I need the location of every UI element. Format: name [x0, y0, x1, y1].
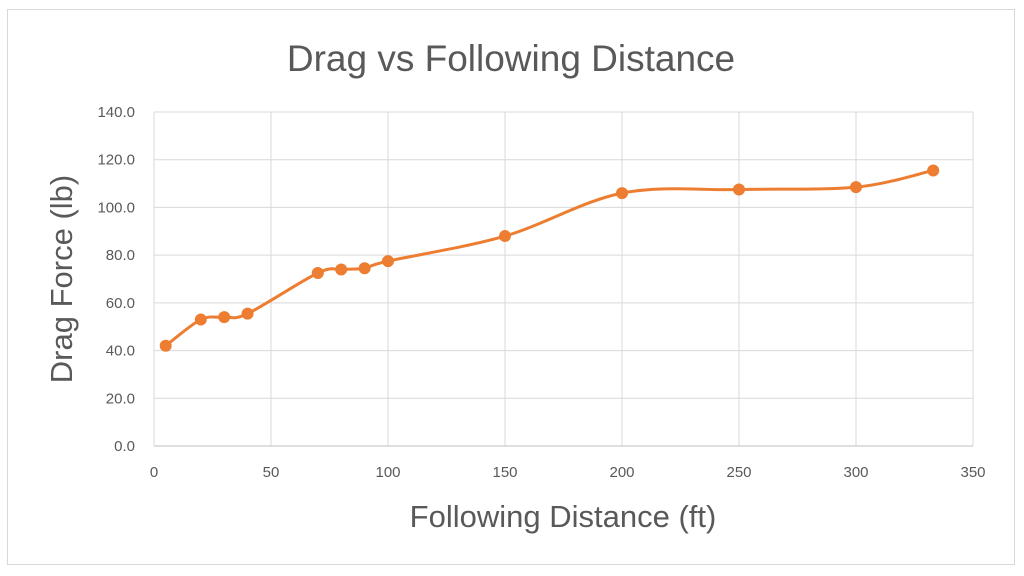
chart-frame	[7, 9, 1015, 565]
x-tick-label: 250	[726, 464, 751, 481]
x-tick-label: 50	[263, 464, 280, 481]
data-point	[241, 307, 254, 320]
y-tick-label: 20.0	[106, 390, 135, 407]
y-tick-label: 120.0	[97, 152, 135, 169]
x-tick-label: 350	[960, 464, 985, 481]
y-axis-title: Drag Force (lb)	[44, 175, 79, 383]
series-line	[164, 168, 935, 348]
data-point	[311, 267, 324, 280]
y-tick-label: 80.0	[106, 247, 135, 264]
x-tick-label: 100	[375, 464, 400, 481]
data-point	[218, 311, 231, 324]
y-tick-label: 60.0	[106, 295, 135, 312]
y-tick-label: 0.0	[114, 438, 135, 455]
data-point	[194, 313, 207, 326]
tick-layer: 0.0 20.0 40.0 60.0 80.0 100.0 120.0 140.0 0 50 100…	[97, 104, 985, 481]
data-point	[159, 339, 172, 352]
axis-layer	[153, 112, 973, 447]
x-axis-title: Following Distance (ft)	[410, 499, 717, 534]
data-point	[499, 230, 511, 243]
data-point	[733, 183, 745, 196]
data-point	[382, 255, 394, 268]
x-tick-label: 200	[609, 464, 634, 481]
x-tick-label: 0	[150, 464, 158, 481]
data-point	[850, 181, 862, 194]
x-tick-label: 300	[843, 464, 868, 481]
y-tick-label: 100.0	[97, 199, 135, 216]
data-point	[335, 263, 348, 276]
x-tick-label: 150	[492, 464, 517, 481]
data-point	[358, 262, 371, 275]
y-tick-label: 40.0	[106, 343, 135, 360]
data-point	[616, 187, 628, 200]
y-tick-label: 140.0	[97, 104, 135, 121]
data-point	[927, 164, 940, 177]
grid-layer	[154, 111, 974, 446]
series-layer	[159, 164, 940, 352]
chart-title: Drag vs Following Distance	[287, 38, 735, 79]
